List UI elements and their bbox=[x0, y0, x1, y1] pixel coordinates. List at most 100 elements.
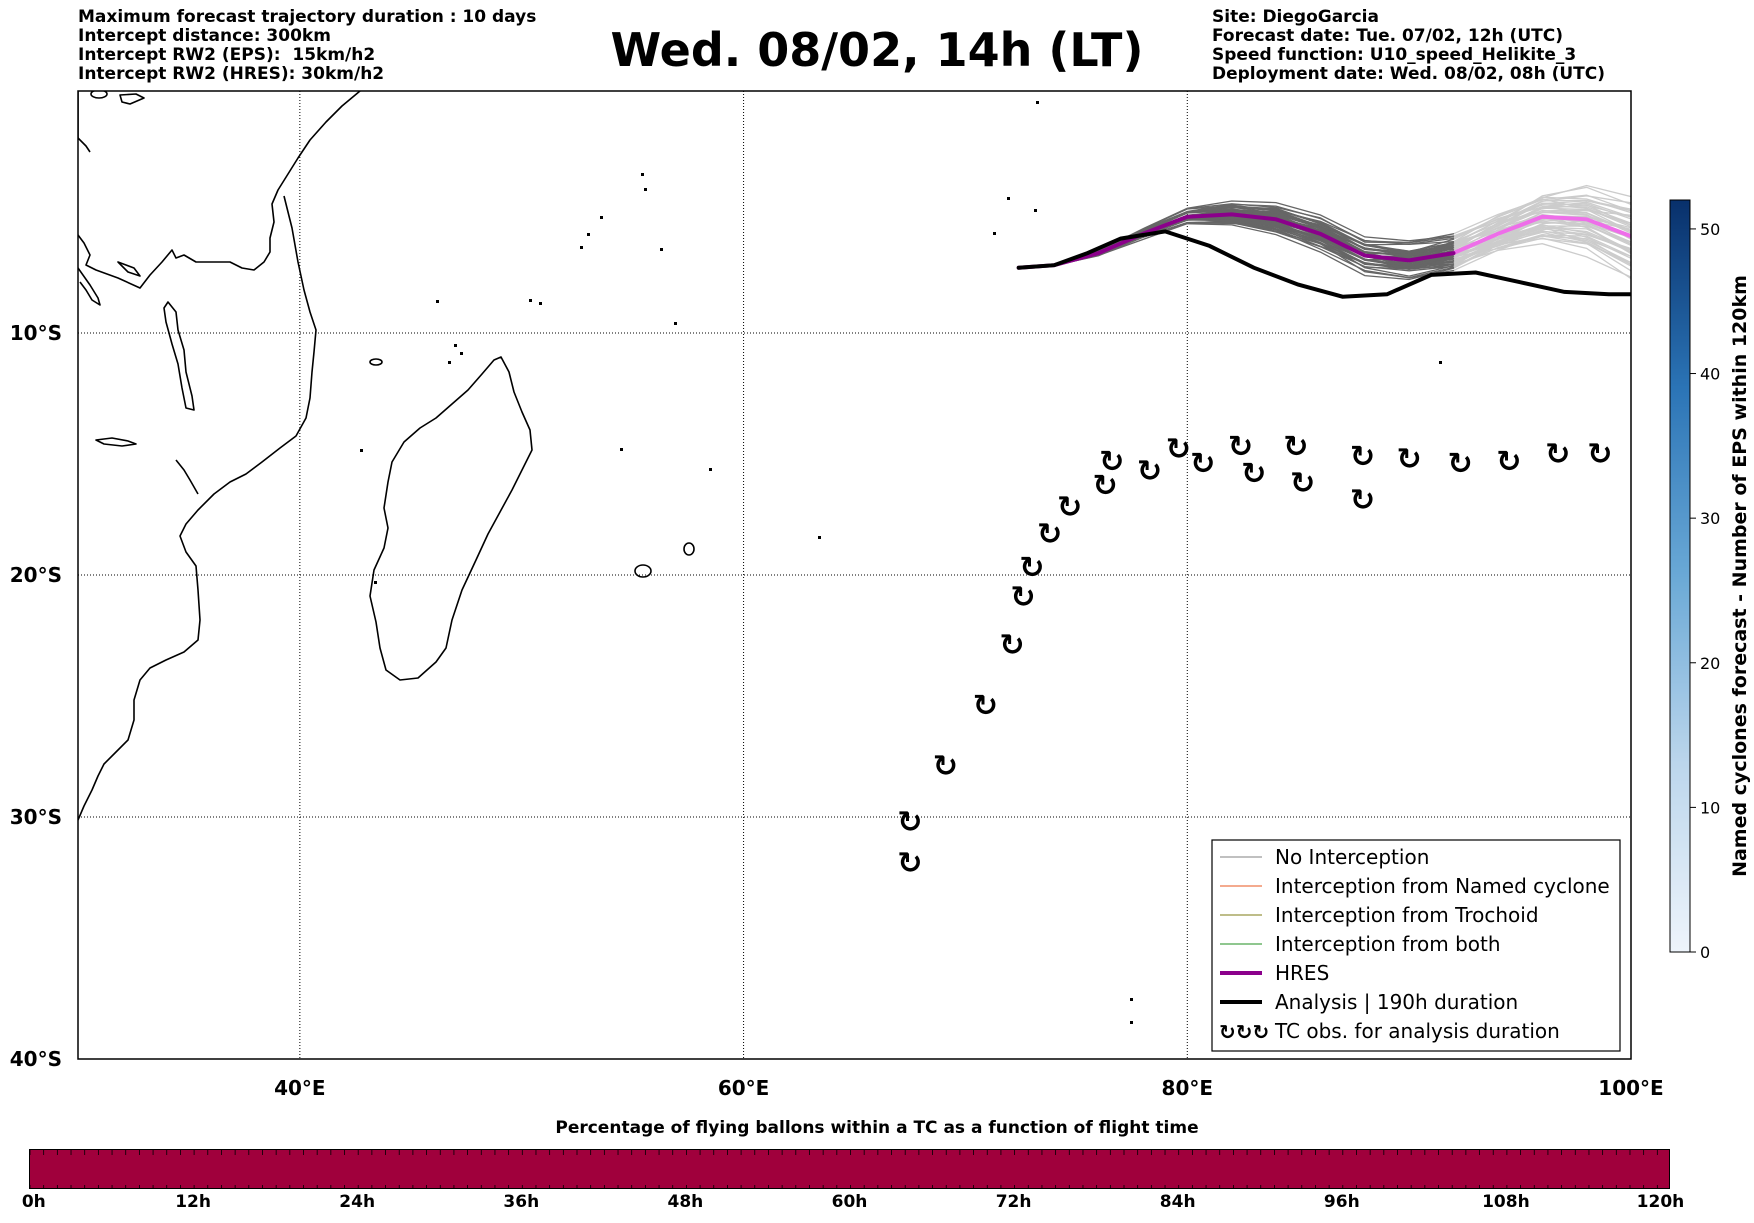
lon-label: 60°E bbox=[718, 1076, 770, 1100]
lake-kariba-outline bbox=[175, 459, 199, 495]
small-island bbox=[360, 449, 363, 452]
tc-observation-marker: ↻ bbox=[1190, 447, 1215, 482]
ensemble-track-extended bbox=[1452, 209, 1631, 244]
small-island bbox=[1439, 361, 1442, 364]
tc-observation-marker: ↻ bbox=[1011, 580, 1036, 615]
ensemble-track-extended bbox=[1452, 233, 1631, 267]
tc-observation-marker: ↻ bbox=[1545, 437, 1570, 472]
percentage-tick-label: 36h bbox=[503, 1192, 540, 1212]
map-frame bbox=[77, 90, 1632, 1060]
percentage-tick-label: 96h bbox=[1323, 1192, 1360, 1212]
intercept-hres-text: Intercept RW2 (HRES): 30km/h2 bbox=[78, 64, 385, 84]
lat-label: 20°S bbox=[10, 563, 62, 587]
mauritius-island bbox=[683, 542, 695, 556]
tc-observation-marker: ↻ bbox=[1290, 466, 1315, 501]
deployment-date-text: Deployment date: Wed. 08/02, 08h (UTC) bbox=[1212, 64, 1606, 84]
legend-label: Interception from Named cyclone bbox=[1275, 874, 1610, 898]
small-island bbox=[460, 352, 463, 355]
intercept-distance-text: Intercept distance: 300km bbox=[78, 26, 331, 46]
small-island bbox=[1007, 197, 1010, 200]
small-island bbox=[644, 188, 647, 191]
tc-observation-marker: ↻ bbox=[1283, 430, 1308, 465]
small-island bbox=[1034, 209, 1037, 212]
lat-label: 10°S bbox=[10, 321, 62, 345]
small-island bbox=[620, 448, 623, 451]
lake-zambia-outline bbox=[95, 437, 137, 447]
ensemble-track-extended bbox=[1452, 243, 1631, 278]
small-island bbox=[993, 232, 996, 235]
tc-observation-marker: ↻ bbox=[1350, 483, 1375, 518]
ensemble-track-extended bbox=[1452, 222, 1631, 269]
percentage-tick-label: 84h bbox=[1159, 1192, 1196, 1212]
legend-frame bbox=[1211, 839, 1621, 1052]
latitude-labels: 10°S 20°S 30°S 40°S bbox=[10, 321, 62, 1071]
page-title: Wed. 08/02, 14h (LT) bbox=[610, 23, 1144, 77]
percentage-colorbar bbox=[29, 1149, 1670, 1189]
small-island bbox=[1036, 101, 1039, 104]
reunion-island bbox=[634, 564, 652, 578]
legend-tc-symbol: ↻↻↻ bbox=[1219, 1020, 1269, 1044]
tc-observation-marker: ↻ bbox=[933, 749, 958, 784]
colorbar: 0 10 20 30 40 50 Named cyclones forecast - Nu… bbox=[1669, 199, 1751, 962]
small-island bbox=[709, 468, 712, 471]
percentage-bar-ticks: 0h 12h 24h 36h 48h 60h 72h 84h 96h 108h 120h bbox=[22, 1192, 1684, 1216]
legend-label: Interception from both bbox=[1275, 932, 1501, 956]
tc-observation-marker: ↻ bbox=[1397, 442, 1422, 477]
lat-label: 40°S bbox=[10, 1047, 62, 1071]
lon-label: 40°E bbox=[274, 1076, 326, 1100]
east-africa-coastline bbox=[78, 91, 317, 821]
lon-label: 100°E bbox=[1598, 1076, 1663, 1100]
small-island bbox=[641, 173, 644, 176]
small-island bbox=[529, 299, 532, 302]
tc-observation-marker: ↻ bbox=[1093, 468, 1118, 503]
percentage-tick-label: 120h bbox=[1636, 1192, 1685, 1212]
lake-malawi-outline bbox=[163, 301, 195, 411]
colorbar-tick-label: 50 bbox=[1700, 220, 1720, 239]
small-islands bbox=[360, 101, 1442, 1024]
tc-observation-marker: ↻ bbox=[1228, 430, 1253, 465]
percentage-bar-title: Percentage of flying ballons within a TC… bbox=[555, 1118, 1199, 1138]
lat-label: 30°S bbox=[10, 805, 62, 829]
small-island bbox=[580, 246, 583, 249]
ensemble-track-extended bbox=[1452, 202, 1631, 246]
tc-observation-marker: ↻ bbox=[1587, 437, 1612, 472]
percentage-tick-label: 60h bbox=[831, 1192, 868, 1212]
comoros-island bbox=[369, 358, 383, 366]
gridlines bbox=[78, 91, 1631, 1059]
colorbar-title: Named cyclones forecast - Number of EPS … bbox=[1729, 275, 1751, 877]
tc-observation-marker: ↻ bbox=[897, 846, 922, 881]
max-duration-text: Maximum forecast trajectory duration : 1… bbox=[78, 7, 537, 27]
madagascar-coastline bbox=[369, 356, 533, 681]
ensemble-track-extended bbox=[1452, 206, 1631, 237]
ensemble-track-extended bbox=[1452, 211, 1631, 238]
small-island bbox=[674, 322, 677, 325]
forecast-parameters: Maximum forecast trajectory duration : 1… bbox=[78, 8, 536, 84]
small-island bbox=[436, 300, 439, 303]
legend-box: No Interception Interception from Named c… bbox=[1211, 839, 1621, 1052]
tc-observation-marker: ↻ bbox=[1037, 517, 1062, 552]
tc-observation-marker: ↻ bbox=[973, 689, 998, 724]
longitude-labels: 40°E 60°E 80°E 100°E bbox=[274, 1076, 1664, 1100]
forecast-date-text: Forecast date: Tue. 07/02, 12h (UTC) bbox=[1212, 26, 1563, 46]
tc-observation-marker: ↻ bbox=[1496, 444, 1521, 479]
coastlines bbox=[78, 91, 695, 821]
percentage-tick-label: 24h bbox=[339, 1192, 376, 1212]
hres-track bbox=[1016, 212, 1456, 270]
colorbar-tick-label: 10 bbox=[1700, 798, 1720, 817]
legend-label: No Interception bbox=[1275, 845, 1429, 869]
ensemble-track-extended bbox=[1452, 225, 1631, 257]
lon-label: 80°E bbox=[1162, 1076, 1214, 1100]
intercept-eps-text: Intercept RW2 (EPS): 15km/h2 bbox=[78, 45, 376, 65]
tc-observation-marker: ↻ bbox=[1019, 551, 1044, 586]
small-island bbox=[374, 581, 377, 584]
site-info: Site: DiegoGarcia Forecast date: Tue. 07… bbox=[1212, 8, 1605, 84]
percentage-tick-label: 72h bbox=[995, 1192, 1032, 1212]
tc-observations: ↻↻↻↻↻↻↻↻↻↻↻ ↻↻ ↻ ↻↻↻↻ ↻↻ ↻ ↻ ↻ ↻ ↻ bbox=[897, 430, 1612, 881]
ensemble-track-extended bbox=[1452, 230, 1631, 260]
colorbar-tick-label: 30 bbox=[1700, 509, 1720, 528]
colorbar-tick-label: 40 bbox=[1700, 365, 1720, 384]
small-island bbox=[818, 536, 821, 539]
east-africa-inland-lakes bbox=[78, 93, 145, 153]
tc-observation-marker: ↻ bbox=[1448, 447, 1473, 482]
